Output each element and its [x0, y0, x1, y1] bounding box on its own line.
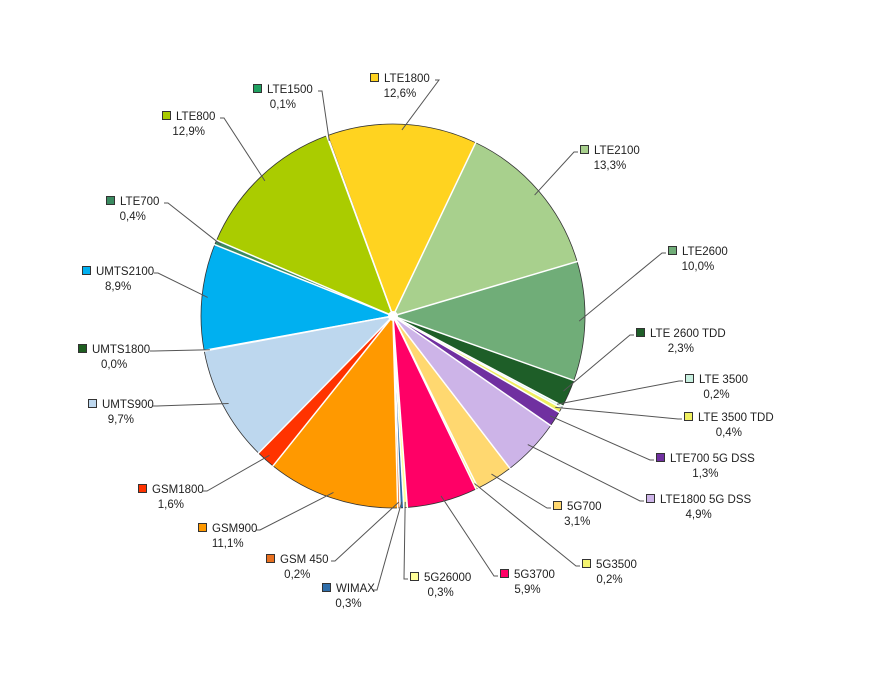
legend-swatch-icon [266, 554, 275, 563]
slice-label: UMTS900 9,7% [88, 398, 154, 428]
leader-line [154, 272, 208, 298]
legend-swatch-icon [685, 374, 694, 383]
slice-label: GSM1800 1,6% [138, 483, 204, 513]
slice-label: LTE800 12,9% [162, 110, 215, 140]
legend-swatch-icon [198, 523, 207, 532]
leader-line [440, 495, 498, 577]
legend-swatch-icon [636, 328, 645, 337]
slice-label: 5G3700 5,9% [500, 568, 555, 598]
leader-line [318, 90, 330, 142]
legend-swatch-icon [322, 583, 331, 592]
slice-label: UMTS1800 0,0% [78, 343, 150, 373]
slice-label: 5G26000 0,3% [410, 571, 471, 601]
pie-slice [272, 314, 399, 509]
legend-swatch-icon [580, 145, 589, 154]
slice-label: LTE1800 5G DSS 4,9% [646, 493, 751, 523]
legend-swatch-icon [82, 266, 91, 275]
legend-swatch-icon [646, 494, 655, 503]
legend-swatch-icon [106, 196, 115, 205]
legend-swatch-icon [553, 501, 562, 510]
legend-swatch-icon [668, 246, 677, 255]
slice-label: 5G3500 0,2% [582, 558, 637, 588]
slice-label: LTE 3500 TDD 0,4% [684, 411, 774, 441]
slice-label: LTE 3500 0,2% [685, 373, 748, 403]
slice-label: LTE1800 12,6% [370, 72, 430, 102]
pie-slice [391, 261, 586, 382]
pie-slice [326, 123, 477, 318]
legend-swatch-icon [253, 84, 262, 93]
slice-label: LTE2600 10,0% [668, 245, 728, 275]
slice-label: GSM900 11,1% [198, 522, 257, 552]
legend-swatch-icon [410, 572, 419, 581]
leader-line [331, 501, 400, 562]
slice-label: LTE700 0,4% [106, 195, 159, 225]
slice-label: UMTS2100 8,9% [82, 265, 154, 295]
legend-swatch-icon [78, 344, 87, 353]
leader-line [474, 483, 580, 567]
legend-swatch-icon [582, 559, 591, 568]
leader-line [164, 202, 222, 246]
legend-swatch-icon [138, 484, 147, 493]
legend-swatch-icon [88, 399, 97, 408]
pie-slice [216, 135, 394, 317]
legend-swatch-icon [162, 111, 171, 120]
leader-line [527, 444, 644, 502]
leader-line [203, 454, 270, 492]
leader-line [491, 473, 551, 509]
slice-label: LTE2100 13,3% [580, 144, 640, 174]
leader-line [403, 501, 408, 580]
pie-slice [203, 315, 395, 454]
leader-line [220, 117, 266, 182]
slice-label: LTE 2600 TDD 2,3% [636, 327, 726, 357]
leader-line [373, 501, 403, 591]
leader-line [401, 79, 440, 131]
leader-line [150, 349, 210, 352]
slice-label: LTE1500 0,1% [253, 83, 313, 113]
legend-swatch-icon [656, 453, 665, 462]
leader-line [534, 151, 578, 196]
legend-swatch-icon [500, 569, 509, 578]
slice-label: WIMAX 0,3% [322, 582, 375, 612]
legend-swatch-icon [684, 412, 693, 421]
leader-line [563, 334, 634, 392]
leader-line [578, 252, 666, 322]
slice-label: 5G700 3,1% [553, 500, 602, 530]
leader-line [556, 380, 683, 405]
pie-slice [392, 142, 578, 317]
slice-label: LTE700 5G DSS 1,3% [656, 452, 755, 482]
slice-label: GSM 450 0,2% [266, 553, 329, 583]
leader-line [549, 415, 654, 461]
legend-swatch-icon [370, 73, 379, 82]
leader-line [555, 406, 682, 420]
leader-line [256, 492, 334, 531]
leader-line [153, 403, 229, 407]
